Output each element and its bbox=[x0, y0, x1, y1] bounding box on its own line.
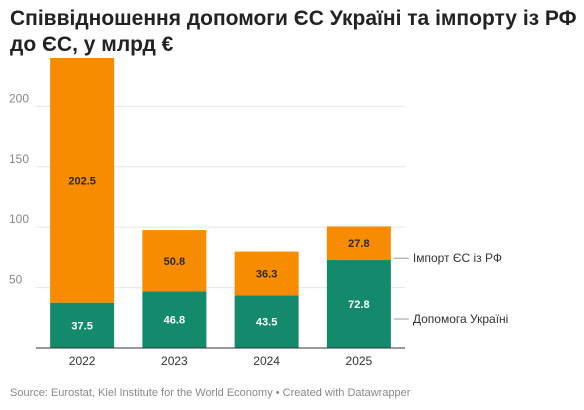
data-label: 72.8 bbox=[348, 299, 369, 311]
data-label: 37.5 bbox=[71, 320, 92, 332]
data-label: 36.3 bbox=[256, 269, 277, 281]
bar-segment-imports bbox=[50, 58, 115, 303]
data-label: 50.8 bbox=[164, 256, 185, 268]
data-label: 27.8 bbox=[348, 238, 369, 250]
source-note: Source: Eurostat, Kiel Institute for the… bbox=[10, 387, 410, 399]
bar-segment-imports bbox=[142, 230, 207, 292]
bar-segment-imports bbox=[234, 251, 299, 296]
x-tick-label: 2023 bbox=[161, 354, 188, 368]
y-tick-label: 200 bbox=[9, 91, 29, 105]
y-tick-label: 100 bbox=[9, 212, 29, 226]
legend-label: Допомога Україні bbox=[413, 312, 508, 326]
bar-segment-imports bbox=[326, 226, 391, 261]
x-tick-label: 2024 bbox=[253, 354, 280, 368]
bar-segment-aid bbox=[326, 260, 391, 348]
data-label: 43.5 bbox=[256, 317, 277, 329]
bar-segment-aid bbox=[142, 291, 207, 348]
source-text: Source: Eurostat, Kiel Institute for the… bbox=[10, 387, 273, 399]
data-label: 46.8 bbox=[164, 315, 185, 327]
x-tick-label: 2022 bbox=[69, 354, 96, 368]
bar-segment-aid bbox=[234, 295, 299, 348]
legend-label: Імпорт ЄС із РФ bbox=[413, 251, 502, 265]
chart-title: Співвідношення допомоги ЄС Україні та ім… bbox=[10, 7, 577, 56]
x-tick-label: 2025 bbox=[346, 354, 373, 368]
source-credit: Created with Datawrapper bbox=[282, 387, 411, 399]
stacked-bar-chart: 50 100 150 200 37.5 202.5 2022 46.8 50.8 2023 43.5… bbox=[9, 58, 508, 368]
y-tick-label: 50 bbox=[9, 273, 23, 287]
y-tick-label: 150 bbox=[9, 152, 29, 166]
source-separator: • bbox=[272, 387, 283, 399]
data-label: 202.5 bbox=[68, 175, 96, 187]
bar-segment-aid bbox=[50, 302, 115, 348]
